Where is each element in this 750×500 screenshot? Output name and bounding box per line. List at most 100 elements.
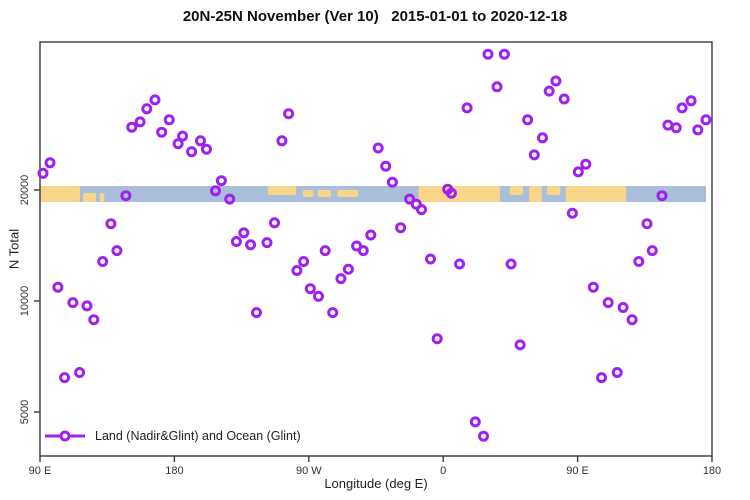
map-strip-land [317, 190, 332, 197]
chart-title: 20N-25N November (Ver 10) 2015-01-01 to … [182, 8, 568, 25]
data-point [670, 122, 682, 134]
x-tick-label: 90 E [29, 465, 52, 477]
data-point [431, 333, 443, 345]
data-point [611, 367, 623, 378]
data-point [572, 166, 584, 178]
data-point [172, 138, 184, 150]
map-strip-land [99, 193, 105, 202]
data-point [327, 307, 339, 319]
data-point [319, 245, 331, 257]
x-tick-label: 0 [440, 465, 446, 477]
data-point [537, 132, 548, 144]
data-point [120, 190, 132, 202]
map-strip-land [529, 186, 542, 202]
map-strip-land [337, 190, 359, 197]
data-point [416, 204, 427, 216]
data-point [156, 126, 168, 138]
map-strip-land [83, 193, 96, 202]
y-tick-label: 5000 [19, 400, 31, 424]
data-point [111, 245, 123, 257]
data-point [580, 158, 592, 170]
data-point [528, 149, 540, 161]
data-point [380, 160, 392, 172]
data-point [201, 143, 212, 155]
map-strip-land [565, 186, 627, 202]
data-point [276, 135, 288, 147]
data-point [186, 146, 198, 158]
data-point [445, 187, 457, 199]
map-strip-land [267, 186, 297, 195]
data-point [543, 85, 555, 97]
data-point [700, 114, 712, 126]
x-tick-label: 180 [703, 465, 721, 477]
y-tick-label: 20000 [19, 175, 31, 206]
data-point [505, 258, 517, 270]
data-point [97, 256, 109, 267]
data-point [685, 95, 697, 107]
data-point [163, 114, 175, 126]
data-point [646, 245, 658, 257]
data-point [238, 227, 250, 239]
data-point [177, 130, 189, 142]
legend-label: Land (Nadir&Glint) and Ocean (Glint) [95, 429, 301, 443]
plot-frame [39, 41, 713, 457]
data-point [298, 256, 310, 267]
legend: Land (Nadir&Glint) and Ocean (Glint) [44, 429, 301, 443]
data-point [149, 94, 161, 106]
map-strip-land [40, 186, 81, 202]
data-point [498, 48, 510, 60]
data-point [522, 114, 534, 126]
data-point [626, 314, 638, 326]
data-point [558, 93, 570, 105]
data-point [195, 135, 206, 147]
data-point [224, 193, 236, 205]
data-point [335, 273, 347, 285]
x-tick-label: 90 E [566, 465, 589, 477]
data-point [454, 258, 466, 270]
y-axis-label: N Total [6, 228, 22, 270]
data-point [342, 263, 354, 275]
data-point [469, 416, 481, 428]
data-point [81, 300, 93, 312]
data-point [491, 81, 503, 93]
data-point [587, 281, 599, 293]
data-point [269, 217, 280, 229]
data-point [365, 229, 377, 241]
y-tick-label: 10000 [19, 286, 31, 317]
data-point [261, 237, 273, 249]
map-strip-land [418, 186, 500, 202]
data-point [461, 102, 473, 114]
data-point [52, 281, 64, 293]
data-point [245, 239, 257, 251]
data-point [372, 142, 384, 154]
data-point [230, 236, 242, 247]
data-point [59, 372, 71, 384]
data-point [692, 124, 704, 136]
legend-marker-icon [45, 430, 85, 442]
map-strip-land [509, 186, 524, 195]
x-axis-label: Longitude (deg E) [324, 476, 428, 491]
data-point [386, 176, 398, 188]
data-point [44, 157, 56, 169]
data-point [617, 302, 629, 313]
x-tick-label: 90 W [296, 465, 322, 477]
data-point [478, 430, 489, 442]
data-point [596, 372, 607, 384]
data-point [514, 339, 526, 351]
data-point [633, 256, 645, 267]
data-point [283, 108, 295, 120]
data-point [215, 175, 227, 187]
data-point [304, 283, 316, 295]
data-point [134, 116, 146, 128]
data-point [88, 314, 100, 326]
data-point [126, 121, 138, 133]
data-point [602, 297, 614, 309]
data-point [105, 218, 117, 230]
data-point [641, 218, 653, 230]
data-point [74, 367, 86, 378]
data-point [291, 265, 303, 276]
data-point [313, 290, 324, 302]
data-point [550, 75, 562, 87]
